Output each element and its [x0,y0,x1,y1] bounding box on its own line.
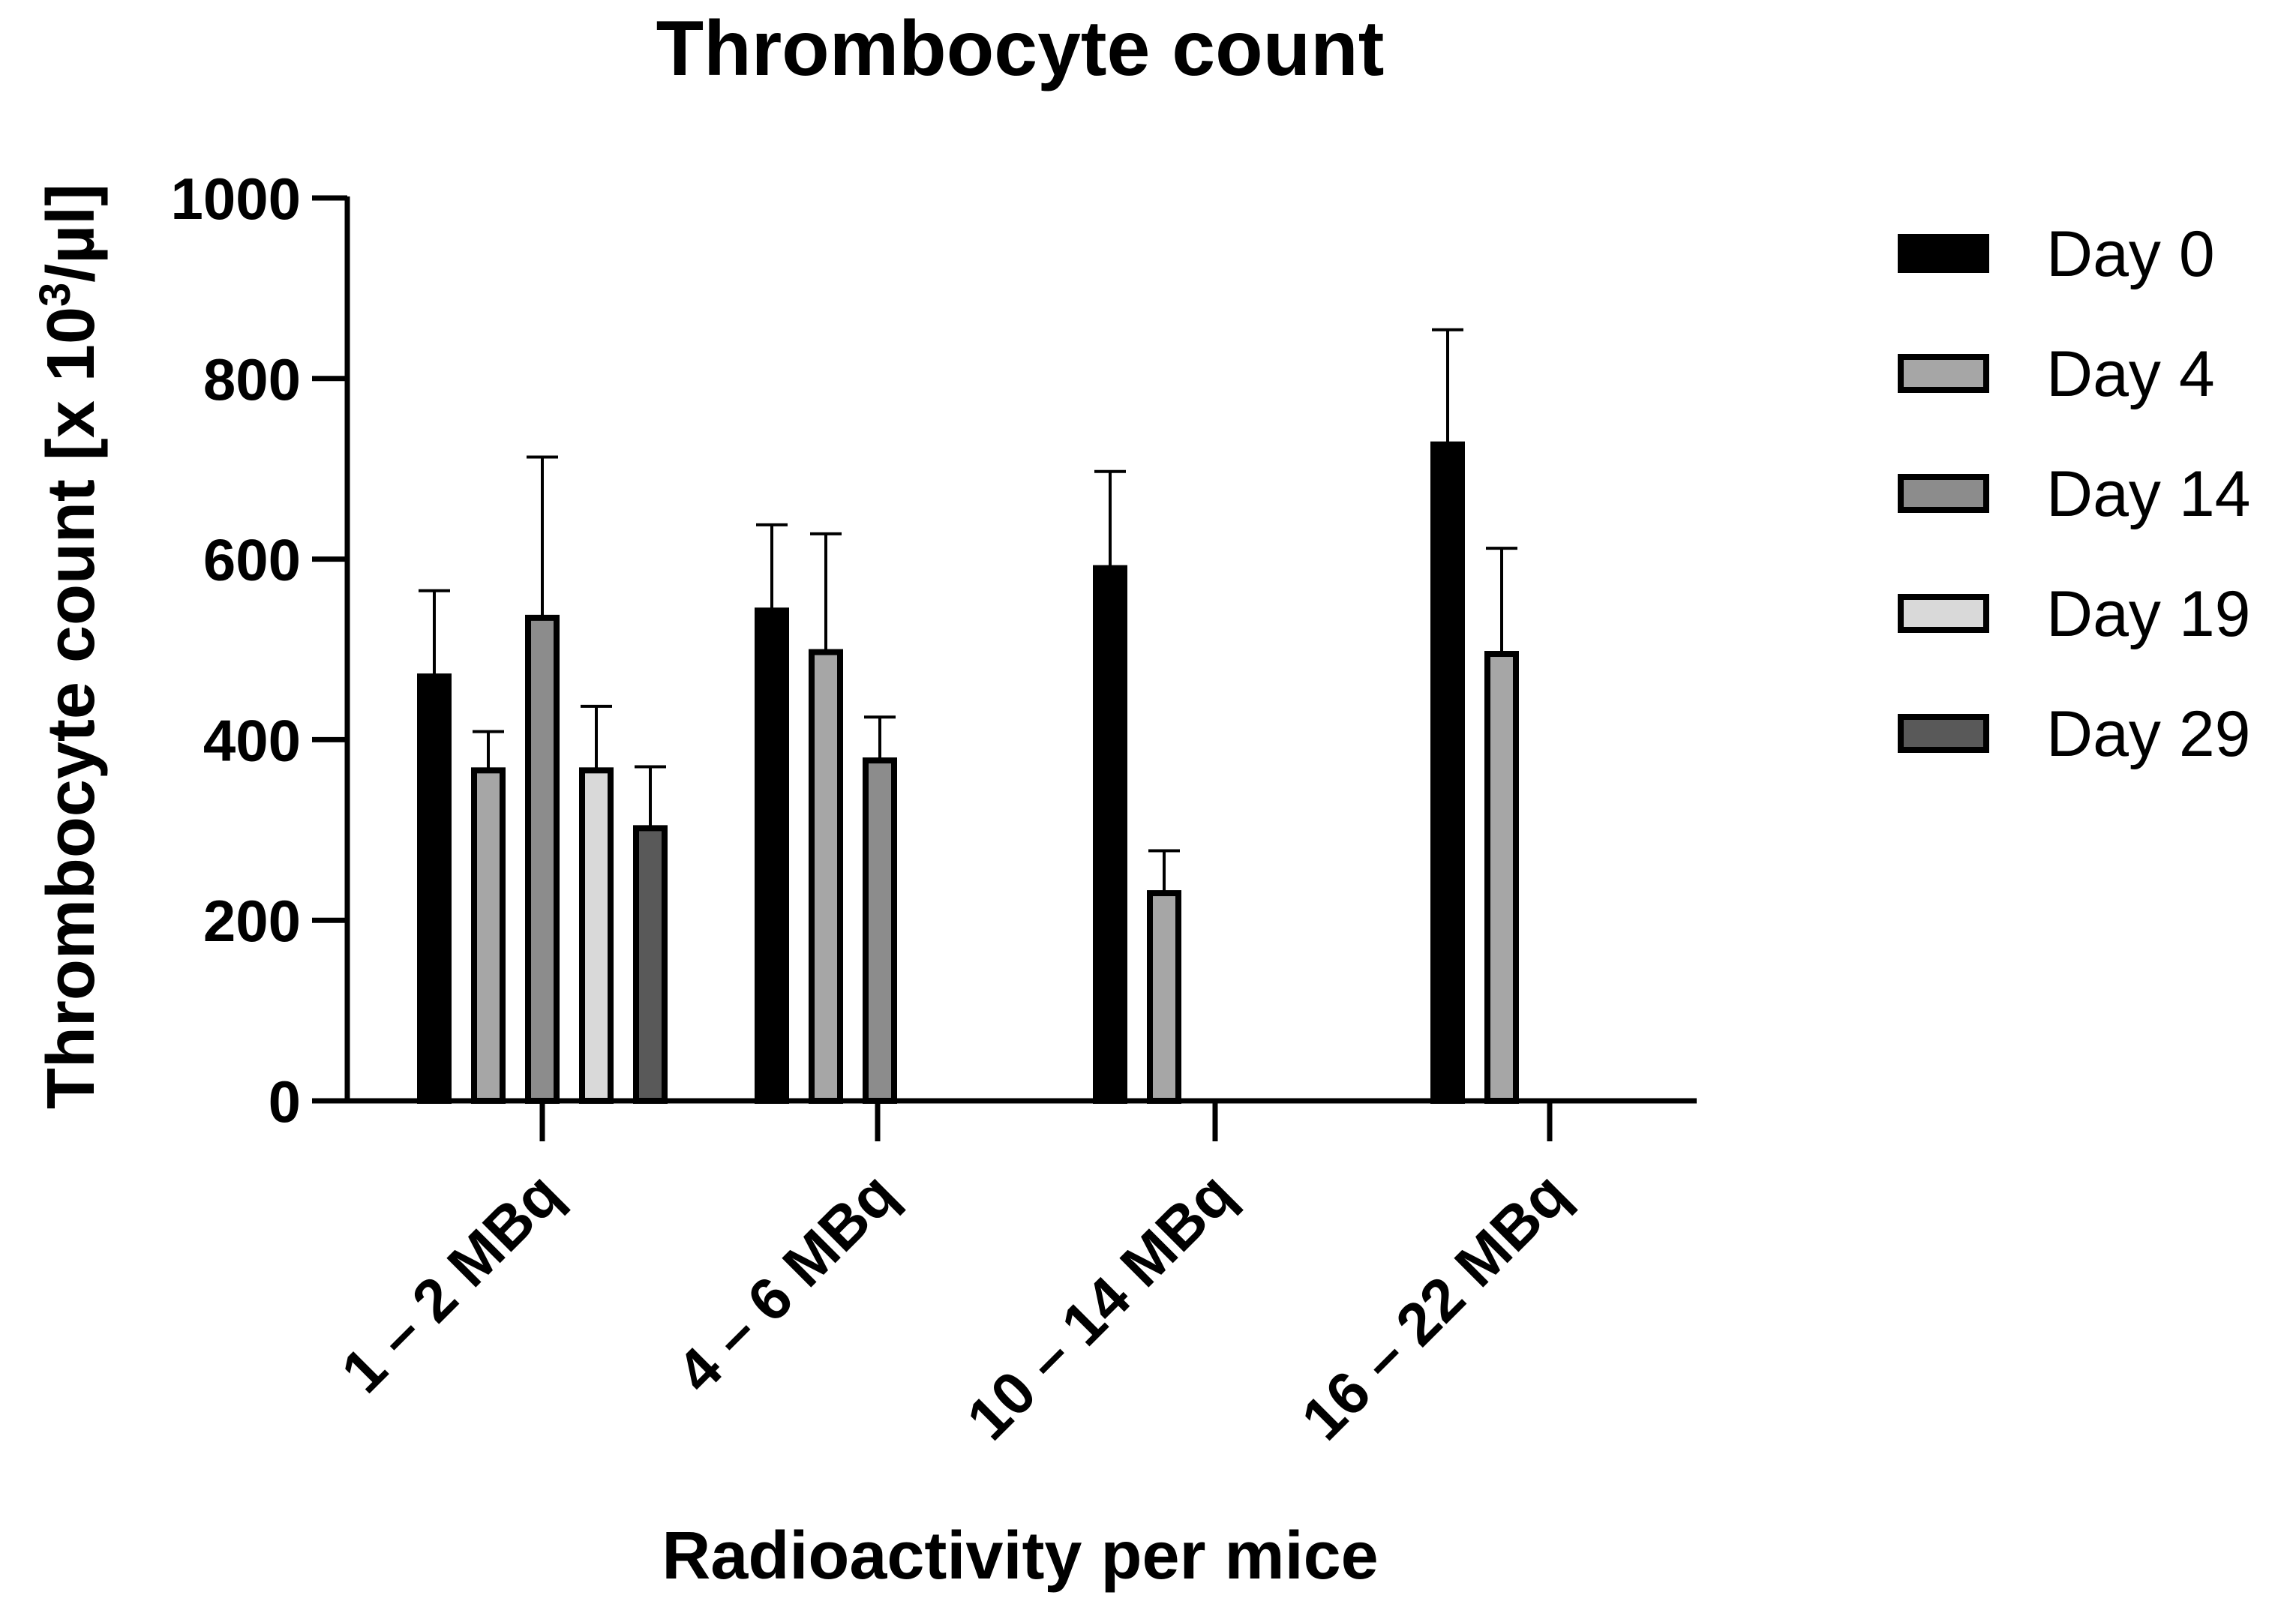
y-axis-title-main: Thrombocyte count [x 10 [34,307,109,1109]
legend-swatch [1898,354,1989,393]
svg-text:Thrombocyte count [x 103/µl]: Thrombocyte count [x 103/µl] [31,184,109,1109]
y-tick-label: 800 [203,346,301,412]
y-tick-label: 1000 [170,166,301,232]
legend-swatch [1898,714,1989,753]
bar [579,767,614,1105]
x-tick-label: 1 – 2 MBq [329,1160,574,1405]
legend-label: Day 19 [2046,578,2251,650]
x-tick-label: 10 – 14 MBq [954,1160,1247,1453]
y-axis-title-suffix: /µl] [34,184,109,283]
bar [471,767,506,1105]
legend-swatch [1898,474,1989,513]
y-axis-title: Thrombocyte count [x 103/µl] [31,184,109,1109]
bar [863,757,897,1104]
bar [417,673,452,1104]
bar [525,614,560,1104]
x-tick-label: 16 – 22 MBq [1289,1160,1581,1453]
chart-title: Thrombocyte count [656,5,1385,92]
bar [633,825,668,1104]
y-tick-label: 0 [269,1069,301,1135]
y-tick-label: 200 [203,888,301,954]
y-axis-title-superscript: 3 [31,283,80,307]
y-tick-label: 600 [203,527,301,593]
legend-label: Day 0 [2046,218,2215,290]
x-tick-label: 4 – 6 MBq [664,1160,909,1405]
bar [809,649,843,1104]
legend-swatch [1898,234,1989,273]
bar [1147,890,1181,1104]
legend-label: Day 14 [2046,458,2251,530]
bar [1430,441,1465,1104]
plot-area: 0 200 400 600 800 1000 1 – 2 MBq 4 – 6 MBq 10 – … [170,166,1697,1453]
legend: Day 0 Day 4 Day 14 Day 19 Day 29 [1898,218,2251,770]
bar [1484,651,1519,1104]
x-axis-title: Radioactivity per mice [662,1519,1378,1594]
y-tick-label: 400 [203,707,301,773]
legend-swatch [1898,594,1989,633]
legend-label: Day 29 [2046,698,2251,770]
bar [755,607,789,1104]
bar [1093,565,1127,1104]
legend-label: Day 4 [2046,338,2215,410]
